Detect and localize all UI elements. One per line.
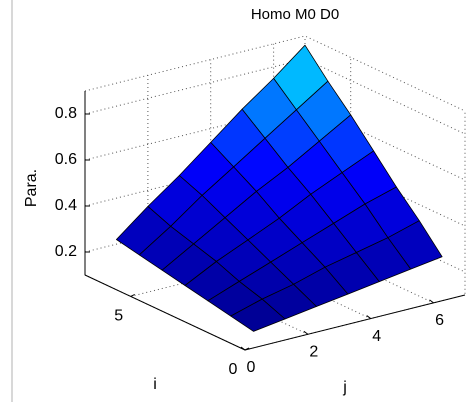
x-tick xyxy=(366,315,372,319)
x-axis xyxy=(244,294,466,351)
y-tick-label: 0 xyxy=(229,361,238,378)
z-tick-label: 0.6 xyxy=(55,151,77,168)
x-tick-label: 0 xyxy=(247,359,256,376)
z-axis-label: Para. xyxy=(23,169,40,207)
box-edge xyxy=(84,35,466,112)
surface-cell xyxy=(230,298,286,332)
grid-line xyxy=(84,58,466,135)
grid-line xyxy=(84,104,466,181)
z-tick-label: 0.4 xyxy=(55,197,77,214)
y-tick xyxy=(244,347,250,351)
y-axis xyxy=(84,274,246,351)
z-tick-label: 0.2 xyxy=(55,243,77,260)
y-tick-label: 5 xyxy=(114,308,123,325)
x-tick-label: 6 xyxy=(435,312,444,329)
y-tick xyxy=(130,293,135,297)
grid-line xyxy=(84,150,466,227)
y-axis-label: i xyxy=(153,376,157,393)
x-tick xyxy=(240,346,246,351)
chart-title: Homo M0 D0 xyxy=(251,6,339,23)
z-tick-label: 0.8 xyxy=(55,105,77,122)
x-tick-label: 4 xyxy=(372,328,381,345)
x-axis-label: j xyxy=(342,379,347,396)
x-tick-label: 2 xyxy=(309,344,318,361)
x-tick xyxy=(429,299,434,304)
x-tick xyxy=(303,330,309,335)
